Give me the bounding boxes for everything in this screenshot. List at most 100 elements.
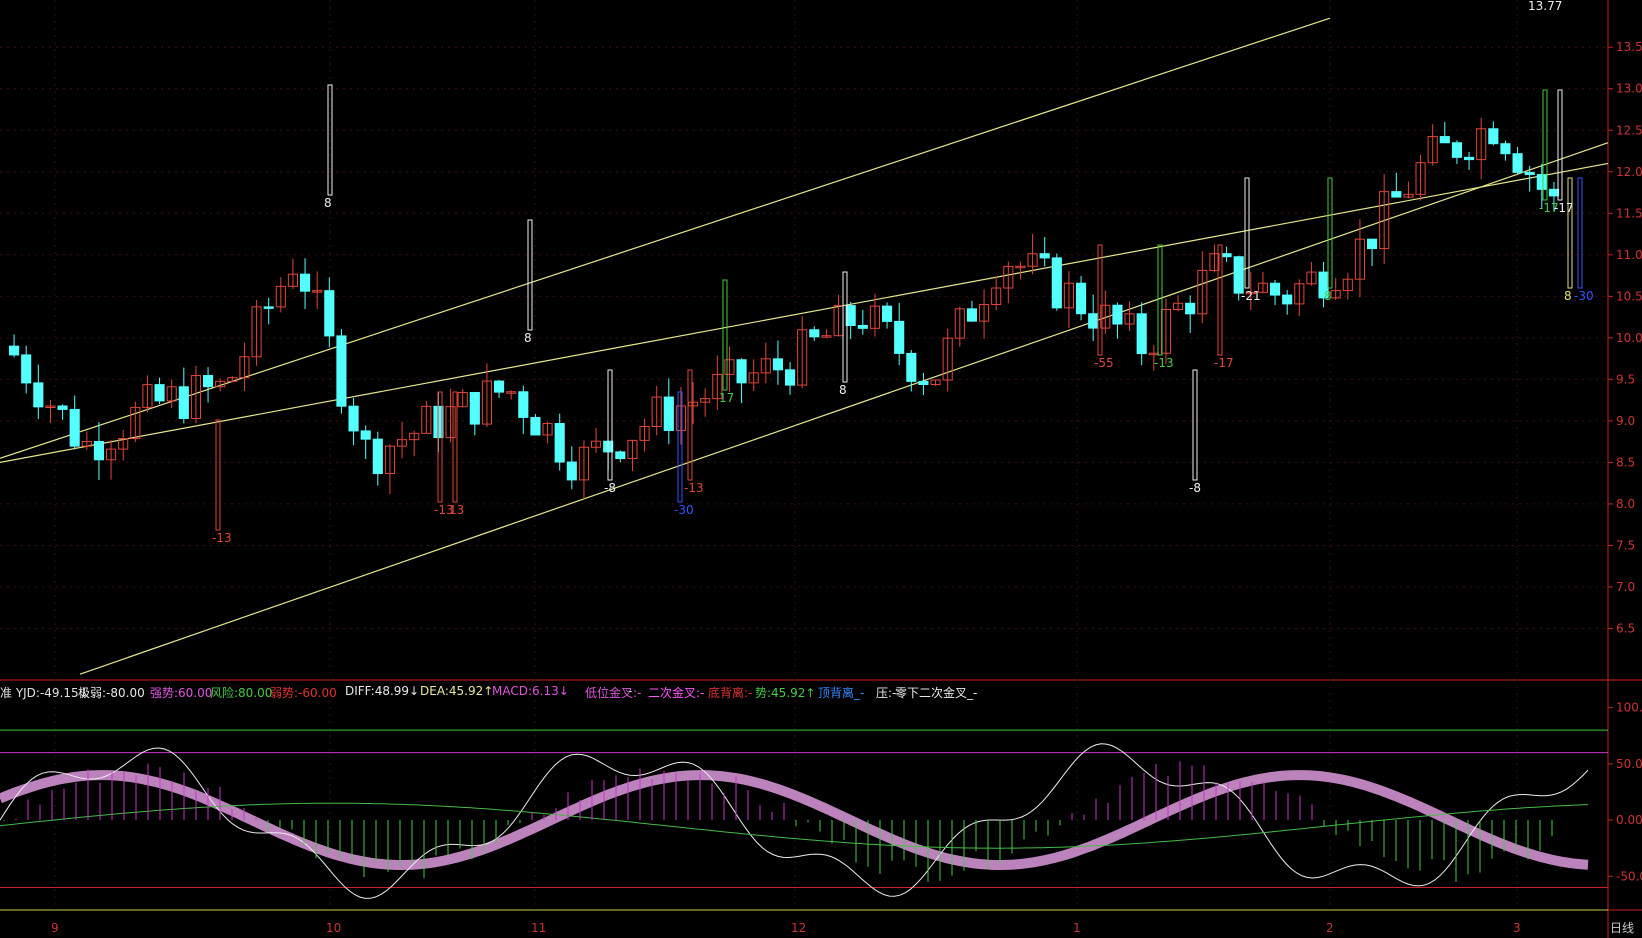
candle-body xyxy=(894,320,905,354)
legend-item: 低位金叉:- xyxy=(585,686,642,700)
signal-label: -13 xyxy=(212,531,232,545)
candle-body xyxy=(869,305,880,329)
candle-body xyxy=(1488,128,1499,145)
signal-bar xyxy=(1217,244,1223,356)
candle-body xyxy=(930,379,941,386)
candle-body xyxy=(1051,257,1062,309)
candle-body xyxy=(785,369,796,386)
candle-body xyxy=(397,439,408,447)
candle-body xyxy=(591,440,602,448)
signal-bar xyxy=(1192,369,1198,481)
trendline-channel-top xyxy=(0,17,1331,459)
candle-body xyxy=(845,305,856,326)
candle-body xyxy=(724,359,735,375)
signal-label: -8 xyxy=(1189,481,1201,495)
candle-body xyxy=(1379,191,1390,250)
signal-label: -13 xyxy=(684,481,704,495)
signal-bar xyxy=(607,369,613,481)
price-tick-label: 13.5 xyxy=(1616,40,1642,54)
candle-body xyxy=(1439,136,1450,144)
candle-body xyxy=(1391,191,1402,198)
signal-bar xyxy=(327,84,333,196)
candle-body xyxy=(81,440,92,447)
candle-body xyxy=(760,358,771,374)
signal-bar xyxy=(215,419,221,531)
price-tick-label: 9.0 xyxy=(1616,414,1635,428)
candle-body xyxy=(21,354,32,384)
signal-label: -17 xyxy=(1539,201,1559,215)
candle-body xyxy=(154,384,165,402)
candle-body xyxy=(991,287,1002,306)
signal-bar xyxy=(452,391,458,503)
legend-item: 准 YJD:-49.15↓ xyxy=(0,686,89,700)
candle-body xyxy=(263,306,274,309)
price-tick-label: 11.5 xyxy=(1616,206,1642,220)
candle-body xyxy=(821,335,832,338)
month-label: 11 xyxy=(531,921,546,935)
candle-body xyxy=(651,396,662,427)
candle-body xyxy=(1294,283,1305,305)
candle-body xyxy=(566,461,577,481)
candle-body xyxy=(1027,253,1038,267)
candle-body xyxy=(857,324,868,329)
candle-body xyxy=(239,356,250,379)
candle-body xyxy=(1415,162,1426,195)
osc-tick-label: 0.00 xyxy=(1616,813,1642,827)
candle-body xyxy=(287,273,298,287)
candle-body xyxy=(1039,253,1050,259)
candle-body xyxy=(1367,238,1378,250)
candle-body xyxy=(481,380,492,425)
candle-body xyxy=(1076,282,1087,315)
signal-bar xyxy=(1577,177,1583,289)
candle-body xyxy=(348,405,359,432)
candle-body xyxy=(166,386,177,402)
candle-body xyxy=(384,445,395,474)
month-label: 12 xyxy=(791,921,806,935)
candle-body xyxy=(736,359,747,384)
candle-body xyxy=(93,440,104,461)
price-tick-label: 10.5 xyxy=(1616,289,1642,303)
candle-body xyxy=(809,329,820,338)
legend-item: 弱势:-60.00 xyxy=(270,686,337,700)
candle-body xyxy=(542,423,553,436)
candle-body xyxy=(882,305,893,322)
candle-body xyxy=(1173,302,1184,311)
candle-body xyxy=(69,408,80,447)
candle-body xyxy=(1451,142,1462,158)
candle-body xyxy=(1403,193,1414,198)
candle-body xyxy=(1088,313,1099,329)
legend-item: 极弱:-80.00 xyxy=(78,686,145,700)
candle-body xyxy=(275,285,286,308)
candle-body xyxy=(1233,256,1244,294)
candle-body xyxy=(1548,188,1559,197)
candle-body xyxy=(203,375,214,388)
candle-body xyxy=(530,416,541,436)
candle-body xyxy=(772,358,783,371)
candle-body xyxy=(918,380,929,386)
candle-body xyxy=(1476,128,1487,161)
candle-body xyxy=(1342,278,1353,292)
trendline-lower-support xyxy=(0,162,1609,463)
osc-band-macd xyxy=(0,770,1589,870)
signal-label: 8 xyxy=(1324,289,1332,303)
candle-body xyxy=(372,438,383,474)
signal-label: 8 xyxy=(1564,289,1572,303)
candle-body xyxy=(130,406,141,440)
candle-body xyxy=(712,373,723,400)
candle-body xyxy=(1197,269,1208,315)
candle-body xyxy=(1354,238,1365,280)
candle-body xyxy=(1512,153,1523,173)
trendline-channel-bottom xyxy=(79,142,1609,675)
candle-body xyxy=(1221,253,1232,258)
month-label: 9 xyxy=(51,921,59,935)
price-tick-label: 7.5 xyxy=(1616,538,1635,552)
candle-body xyxy=(906,352,917,382)
price-tick-label: 12.0 xyxy=(1616,165,1642,179)
signal-label: 8 xyxy=(324,196,332,210)
candles-group xyxy=(9,117,1559,500)
legend-item: - xyxy=(628,684,633,698)
candle-body xyxy=(506,391,517,394)
candle-body xyxy=(942,337,953,381)
candle-body xyxy=(518,391,529,418)
